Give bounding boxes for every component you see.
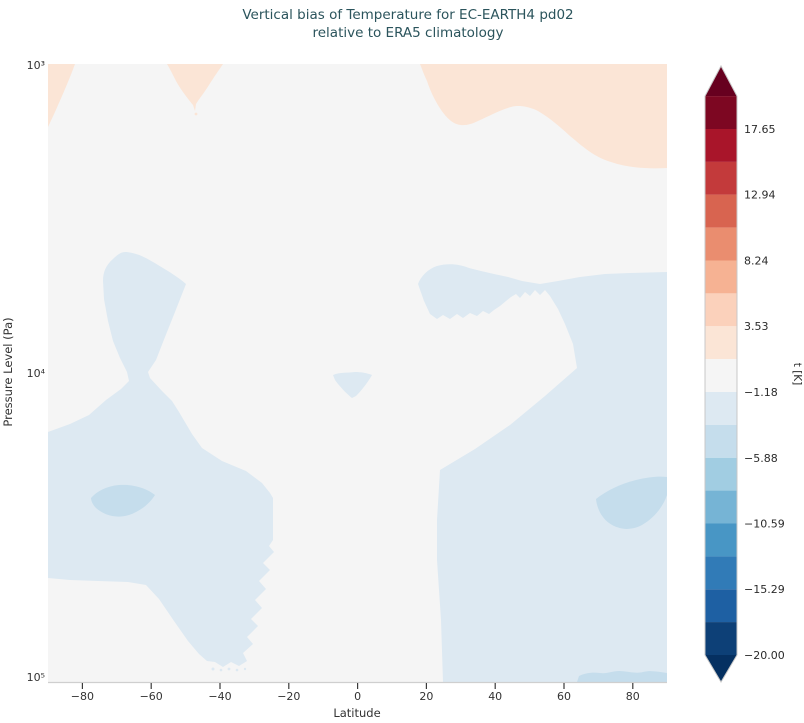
contour-speckle-cool (211, 667, 215, 671)
colorbar-segment (705, 227, 737, 261)
contour-region-cool-core-south (91, 484, 155, 517)
colorbar-segment (705, 161, 737, 195)
contour-region-cool-southern (48, 252, 274, 667)
x-axis-ticks (81, 683, 634, 689)
contour-region-cool-core-north (596, 476, 667, 529)
colorbar-tick-label: −5.88 (744, 452, 778, 465)
x-tick-label: 0 (354, 690, 361, 703)
colorbar-outline (704, 64, 738, 683)
x-tick-label: −80 (71, 690, 94, 703)
contour-speckle-cool (219, 668, 223, 672)
chart-title-line2: relative to ERA5 climatology (312, 25, 503, 41)
colorbar-segment (705, 129, 737, 162)
colorbar-segment (705, 589, 737, 623)
colorbar-tick-label: −15.29 (744, 583, 785, 596)
colorbar-tick-label: 3.53 (744, 320, 769, 333)
colorbar-segment (705, 490, 737, 524)
colorbar-tick-label: −1.18 (744, 386, 778, 399)
x-tick-label: −60 (140, 690, 163, 703)
y-axis-label: Pressure Level (Pa) (1, 317, 15, 426)
colorbar-tick-label: 17.65 (744, 123, 776, 136)
colorbar-tick-label: −20.00 (744, 649, 785, 662)
colorbar-tick-label: 12.94 (744, 189, 776, 202)
colorbar-segment (705, 523, 737, 557)
colorbar-segment (705, 556, 737, 590)
x-tick-label: 20 (419, 690, 433, 703)
x-axis-tick-labels: −80 −60 −40 −20 0 20 40 60 80 (71, 690, 640, 703)
contour-speckle-cool (227, 667, 231, 671)
x-axis-label: Latitude (333, 706, 380, 720)
colorbar-tick-label: 8.24 (744, 255, 769, 268)
colorbar-segment (705, 260, 737, 294)
contour-speckle-cool (243, 667, 247, 671)
colorbar-segment (705, 457, 737, 491)
colorbar-segment (705, 326, 737, 360)
contour-speckle-cool (235, 668, 239, 672)
colorbar-arrow-top (705, 66, 737, 97)
y-axis-tick-labels: 10³ 10⁴ 10⁵ (27, 59, 46, 684)
colorbar-segment (705, 96, 737, 129)
colorbar-segment (705, 194, 737, 228)
x-tick-label: 40 (488, 690, 502, 703)
colorbar: 17.65 12.94 8.24 3.53 −1.18 −5.88 −10.59… (704, 64, 803, 683)
x-tick-label: 60 (557, 690, 571, 703)
colorbar-segment (705, 392, 737, 425)
y-tick-label: 10³ (27, 59, 45, 72)
x-tick-label: −40 (208, 690, 231, 703)
contour-region-warm-top-left (48, 64, 75, 127)
y-tick-label: 10⁴ (27, 367, 46, 380)
contour-region-warm-top-right (420, 64, 667, 169)
colorbar-arrow-bottom (705, 655, 737, 682)
colorbar-segment (705, 622, 737, 655)
colorbar-segment (705, 359, 737, 392)
contour-speckle-warm (194, 112, 198, 116)
colorbar-segment (705, 424, 737, 458)
contour-region-cool-northern (418, 264, 667, 682)
colorbar-tick-label: −10.59 (744, 518, 785, 531)
colorbar-axis-label: t [K] (791, 363, 803, 386)
chart-title-line1: Vertical bias of Temperature for EC-EART… (242, 7, 573, 23)
contour-region-warm-mid-blob (167, 64, 223, 111)
x-tick-label: −20 (277, 690, 300, 703)
colorbar-segment (705, 293, 737, 327)
contour-region-cool-strip-bottom-right (577, 671, 667, 682)
y-tick-label: 10⁵ (27, 671, 45, 684)
contour-region-cool-tropical-blob (333, 372, 372, 398)
x-tick-label: 80 (626, 690, 640, 703)
colorbar-tick-labels: 17.65 12.94 8.24 3.53 −1.18 −5.88 −10.59… (744, 123, 785, 662)
